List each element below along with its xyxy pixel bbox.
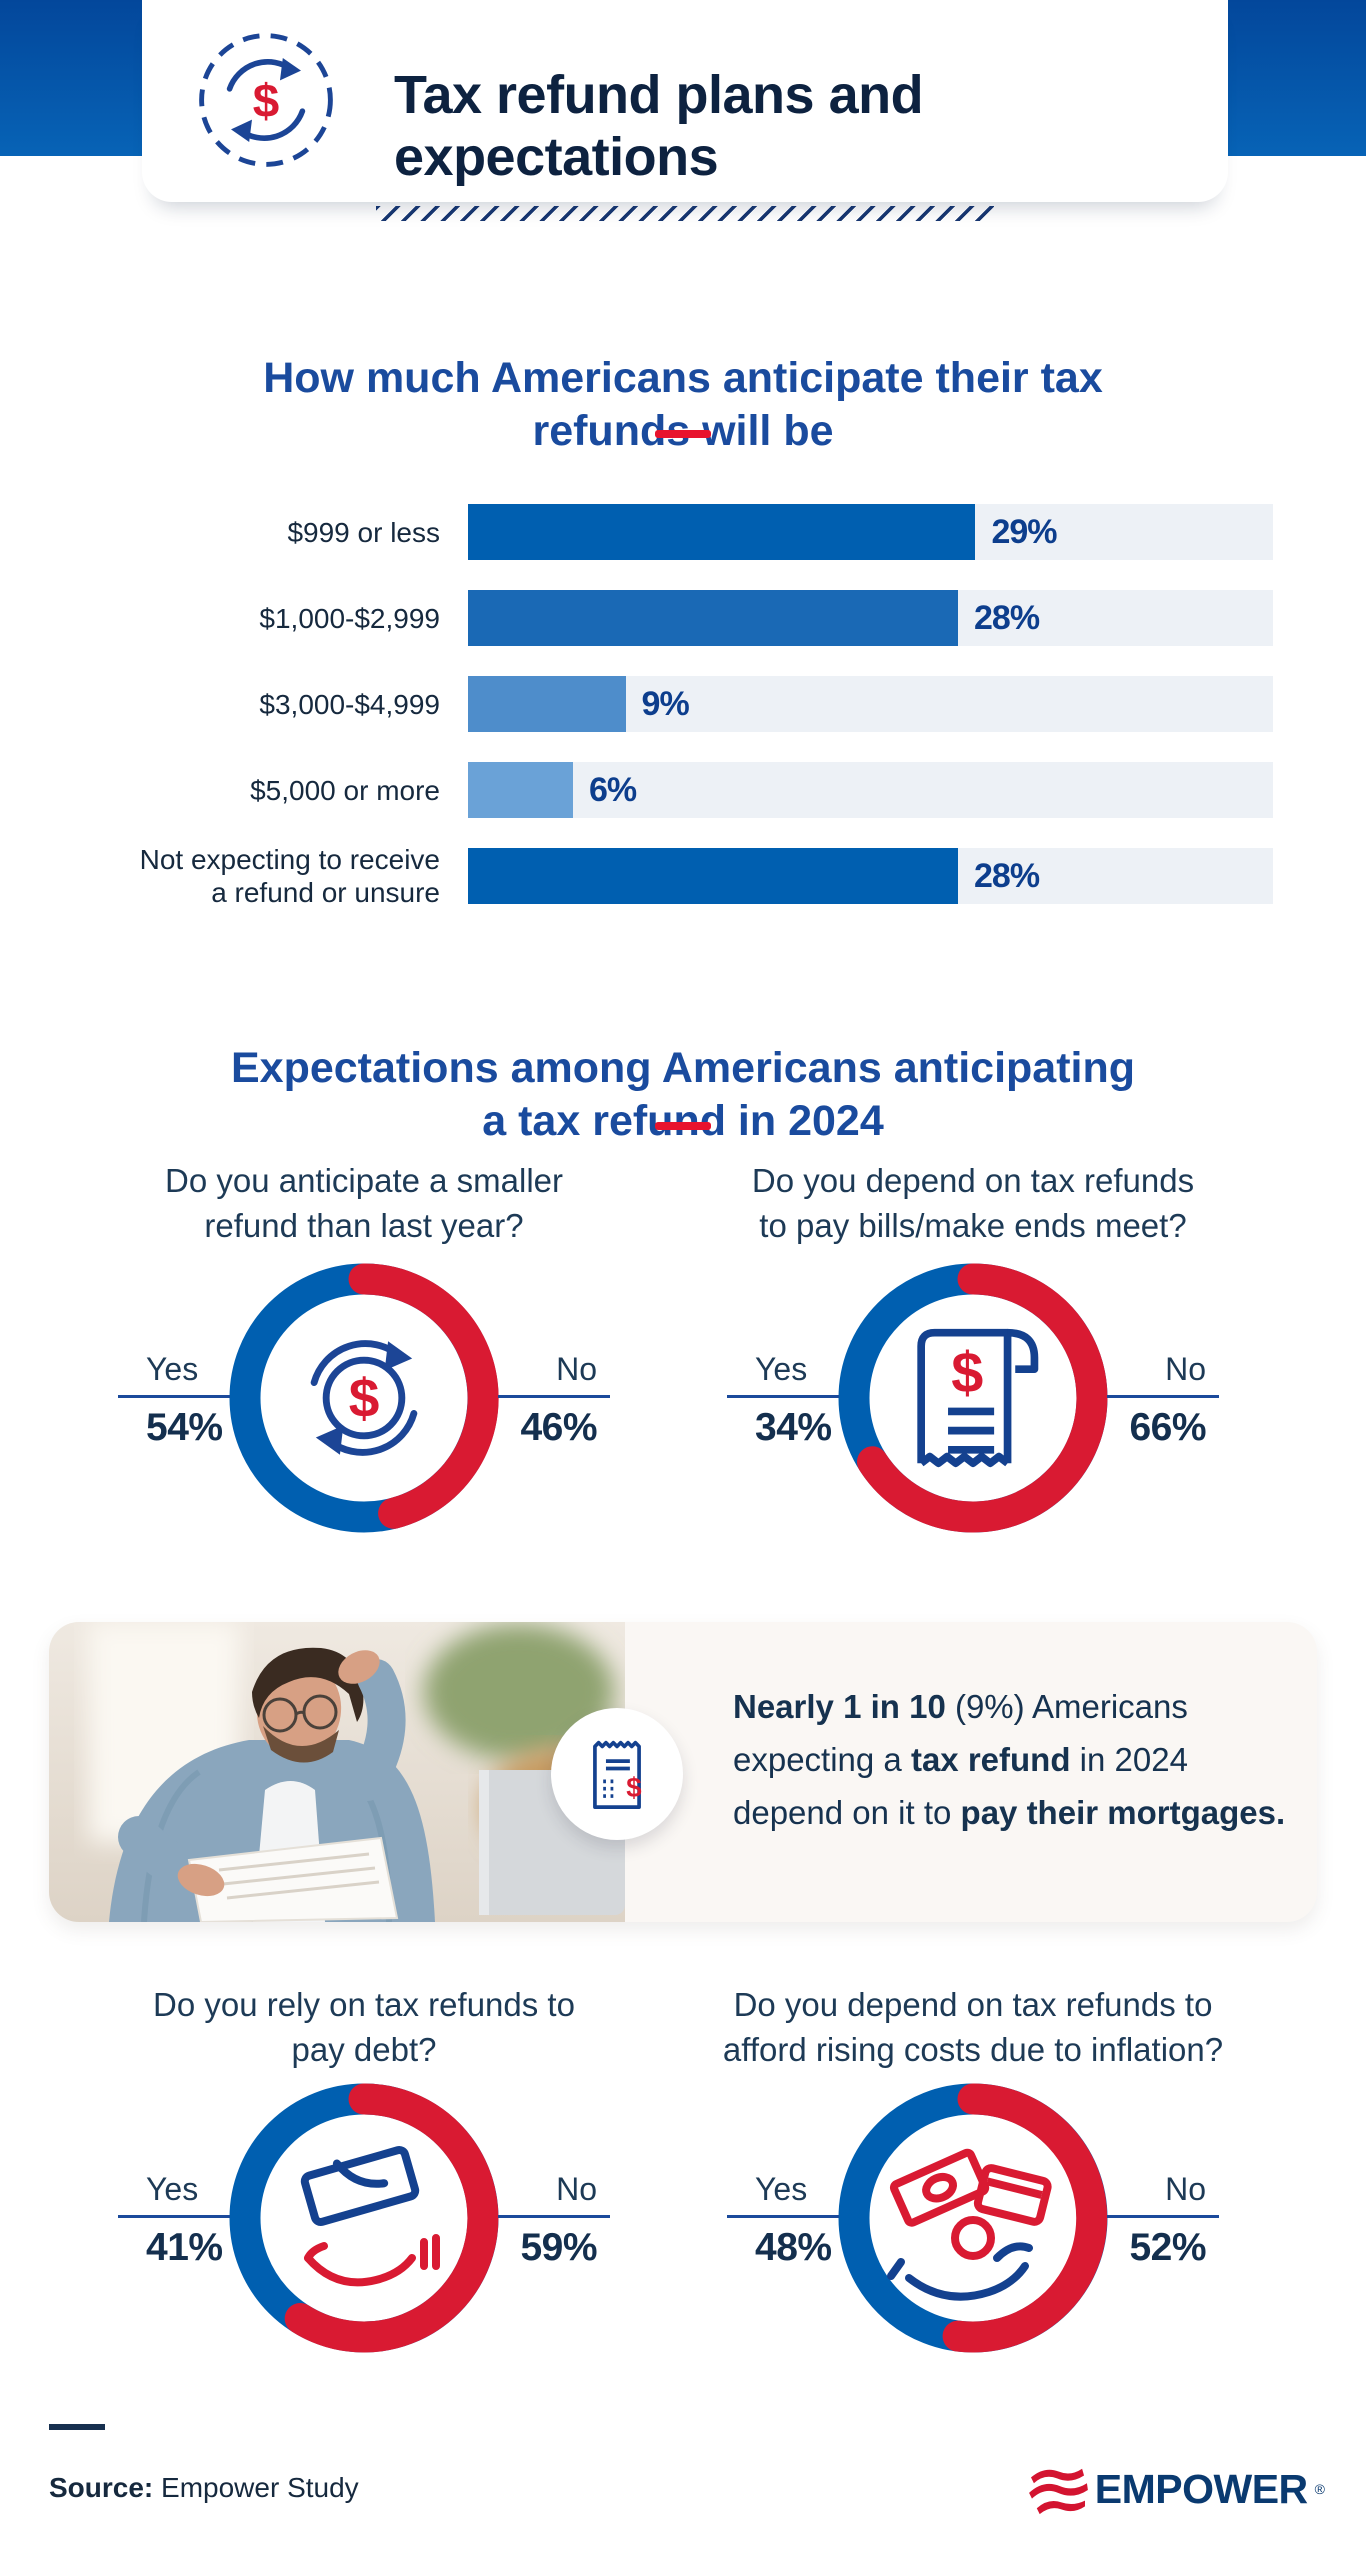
donut-chart xyxy=(229,1263,499,1533)
callout-text: Nearly 1 in 10 (9%) Americans expecting a… xyxy=(733,1680,1299,1839)
answer-label: Yes xyxy=(118,2171,230,2218)
bar-chart: $999 or less 29% $1,000-$2,999 28% $3,000-$4… xyxy=(0,504,1366,908)
empower-wordmark: EMPOWER xyxy=(1094,2465,1308,2512)
stressed-man-photo xyxy=(49,1622,625,1922)
answer-label: Yes xyxy=(118,1351,230,1398)
source-label: Source: xyxy=(49,2472,154,2503)
answer-percentage: 46% xyxy=(520,1406,597,1449)
yes-stat: Yes 34% xyxy=(727,1351,839,1450)
bar-track: 28% xyxy=(468,848,1273,904)
empower-logo: EMPOWER ® xyxy=(1027,2462,1325,2516)
donut-question: Do you rely on tax refunds to pay debt? xyxy=(153,1986,575,2068)
donut-chart xyxy=(229,2083,499,2353)
no-stat: No 66% xyxy=(1107,1351,1219,1450)
donut-chart xyxy=(838,1263,1108,1533)
bar-track: 28% xyxy=(468,590,1273,646)
source-text: Empower Study xyxy=(153,2472,359,2503)
donut-question: Do you depend on tax refunds to pay bill… xyxy=(751,1162,1195,1244)
answer-label: Yes xyxy=(727,2171,839,2218)
debt-icon xyxy=(303,2149,436,2283)
bar-fill xyxy=(468,762,573,818)
answer-percentage: 52% xyxy=(1129,2226,1206,2269)
bar-row: $5,000 or more 6% xyxy=(0,762,1366,818)
answer-percentage: 34% xyxy=(755,1406,832,1449)
yes-stat: Yes 48% xyxy=(727,2171,839,2270)
answer-label: No xyxy=(1107,1351,1219,1398)
mortgage-callout-card: Nearly 1 in 10 (9%) Americans expecting a… xyxy=(49,1622,1317,1922)
section1-title: How much Americans anticipate their tax … xyxy=(263,353,1103,455)
bar-fill xyxy=(468,676,626,732)
answer-label: No xyxy=(498,2171,610,2218)
answer-label: No xyxy=(498,1351,610,1398)
bar-value-label: 28% xyxy=(974,598,1040,637)
no-stat: No 52% xyxy=(1107,2171,1219,2270)
bar-category-label: $1,000-$2,999 xyxy=(259,602,440,634)
refund-cycle-icon xyxy=(196,30,336,170)
bar-category-label: Not expecting to receive a refund or uns… xyxy=(139,844,440,908)
receipt-icon xyxy=(571,1728,663,1820)
page-title: Tax refund plans and expectations xyxy=(394,65,924,188)
cycle-icon xyxy=(314,1341,414,1455)
cash-hand-icon xyxy=(891,2151,1049,2296)
bar-row: Not expecting to receive a refund or uns… xyxy=(0,844,1366,908)
yes-stat: Yes 54% xyxy=(118,1351,230,1450)
bar-value-label: 6% xyxy=(588,770,637,809)
no-stat: No 59% xyxy=(498,2171,610,2270)
bar-track: 9% xyxy=(468,676,1273,732)
registered-mark: ® xyxy=(1314,2481,1325,2497)
bar-category-label: $3,000-$4,999 xyxy=(259,688,440,720)
donut-chart xyxy=(838,2083,1108,2353)
header-card: Tax refund plans and expectations xyxy=(142,0,1228,202)
bar-track: 29% xyxy=(468,504,1273,560)
bar-row: $1,000-$2,999 28% xyxy=(0,590,1366,646)
source-dash xyxy=(49,2424,105,2430)
answer-percentage: 54% xyxy=(146,1406,223,1449)
section2-title: Expectations among Americans anticipatin… xyxy=(230,1043,1135,1145)
answer-percentage: 41% xyxy=(146,2226,223,2269)
yes-stat: Yes 41% xyxy=(118,2171,230,2270)
answer-label: No xyxy=(1107,2171,1219,2218)
stressed-man-illustration xyxy=(49,1622,625,1922)
callout-line: expecting a tax refund in 2024 xyxy=(733,1741,1188,1778)
answer-percentage: 48% xyxy=(755,2226,832,2269)
hatch-divider xyxy=(376,206,994,221)
answer-label: Yes xyxy=(727,1351,839,1398)
callout-line: Nearly 1 in 10 (9%) Americans xyxy=(733,1688,1188,1725)
no-stat: No 46% xyxy=(498,1351,610,1450)
bar-track: 6% xyxy=(468,762,1273,818)
receipt-icon xyxy=(921,1333,1034,1464)
bar-value-label: 9% xyxy=(641,684,690,723)
section1-accent-dash xyxy=(655,430,711,438)
bar-fill xyxy=(468,504,976,560)
bar-row: $3,000-$4,999 9% xyxy=(0,676,1366,732)
callout-line: depend on it to pay their mortgages. xyxy=(733,1794,1286,1831)
source-line: Source: Empower Study xyxy=(49,2472,359,2504)
section2-accent-dash xyxy=(655,1122,711,1130)
bar-category-label: $5,000 or more xyxy=(250,774,440,806)
receipt-badge xyxy=(551,1708,683,1840)
bar-value-label: 28% xyxy=(974,856,1040,895)
bar-fill xyxy=(468,590,958,646)
bar-row: $999 or less 29% xyxy=(0,504,1366,560)
donut-question: Do you depend on tax refunds to afford r… xyxy=(722,1986,1224,2068)
empower-wave-icon xyxy=(1027,2462,1089,2516)
bar-fill xyxy=(468,848,958,904)
donut-question: Do you anticipate a smaller refund than … xyxy=(164,1162,564,1244)
bar-value-label: 29% xyxy=(991,512,1057,551)
bar-category-label: $999 or less xyxy=(287,516,440,548)
answer-percentage: 59% xyxy=(520,2226,597,2269)
answer-percentage: 66% xyxy=(1129,1406,1206,1449)
